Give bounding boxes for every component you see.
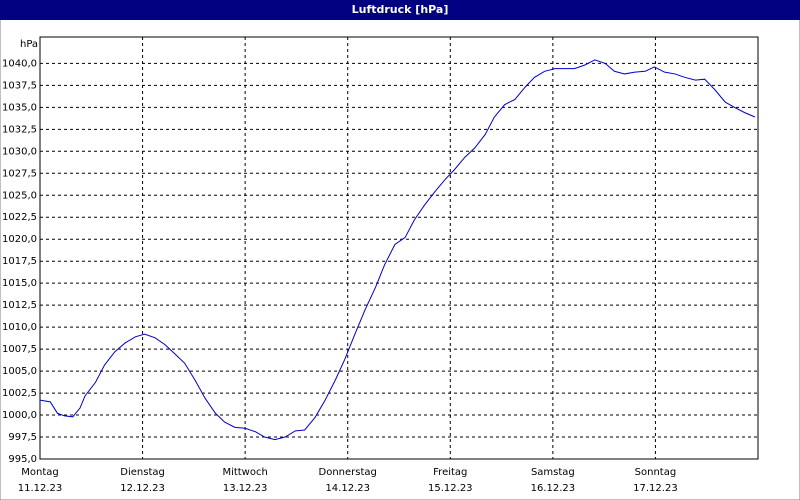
chart-title: Luftdruck [hPa] [352,3,449,16]
y-tick-label: 1005,0 [2,366,37,377]
x-tick-label: Montag [21,467,58,478]
x-tick-date: 14.12.23 [325,483,370,494]
y-tick-label: 997,5 [8,432,37,443]
y-tick-label: 1037,5 [2,80,37,91]
x-tick-date: 17.12.23 [633,483,678,494]
title-bar [0,0,800,20]
y-tick-label: 1012,5 [2,300,37,311]
y-tick-label: 1040,0 [2,58,37,69]
y-tick-label: 1025,0 [2,190,37,201]
y-tick-label: 1032,5 [2,124,37,135]
y-tick-label: 1020,0 [2,234,37,245]
y-tick-label: 1010,0 [2,322,37,333]
x-tick-label: Mittwoch [222,467,267,478]
x-tick-date: 13.12.23 [223,483,268,494]
x-tick-label: Freitag [433,467,467,478]
y-tick-label: 1000,0 [2,410,37,421]
y-tick-label: 1022,5 [2,212,37,223]
x-tick-label: Sonntag [635,467,677,478]
y-tick-label: 1007,5 [2,344,37,355]
x-tick-label: Donnerstag [319,467,377,478]
x-tick-label: Dienstag [120,467,165,478]
data-line [39,59,756,441]
y-tick-label: 1002,5 [2,388,37,399]
x-tick-label: Samstag [531,467,575,478]
y-tick-label: 1015,0 [2,278,37,289]
y-axis-label: hPa [20,39,38,50]
y-tick-label: 995,0 [8,454,37,465]
y-tick-label: 1035,0 [2,102,37,113]
x-tick-date: 11.12.23 [18,483,63,494]
y-tick-label: 1027,5 [2,168,37,179]
x-tick-date: 16.12.23 [531,483,576,494]
y-tick-label: 1017,5 [2,256,37,267]
x-tick-date: 12.12.23 [120,483,165,494]
y-tick-label: 1030,0 [2,146,37,157]
x-tick-date: 15.12.23 [428,483,473,494]
